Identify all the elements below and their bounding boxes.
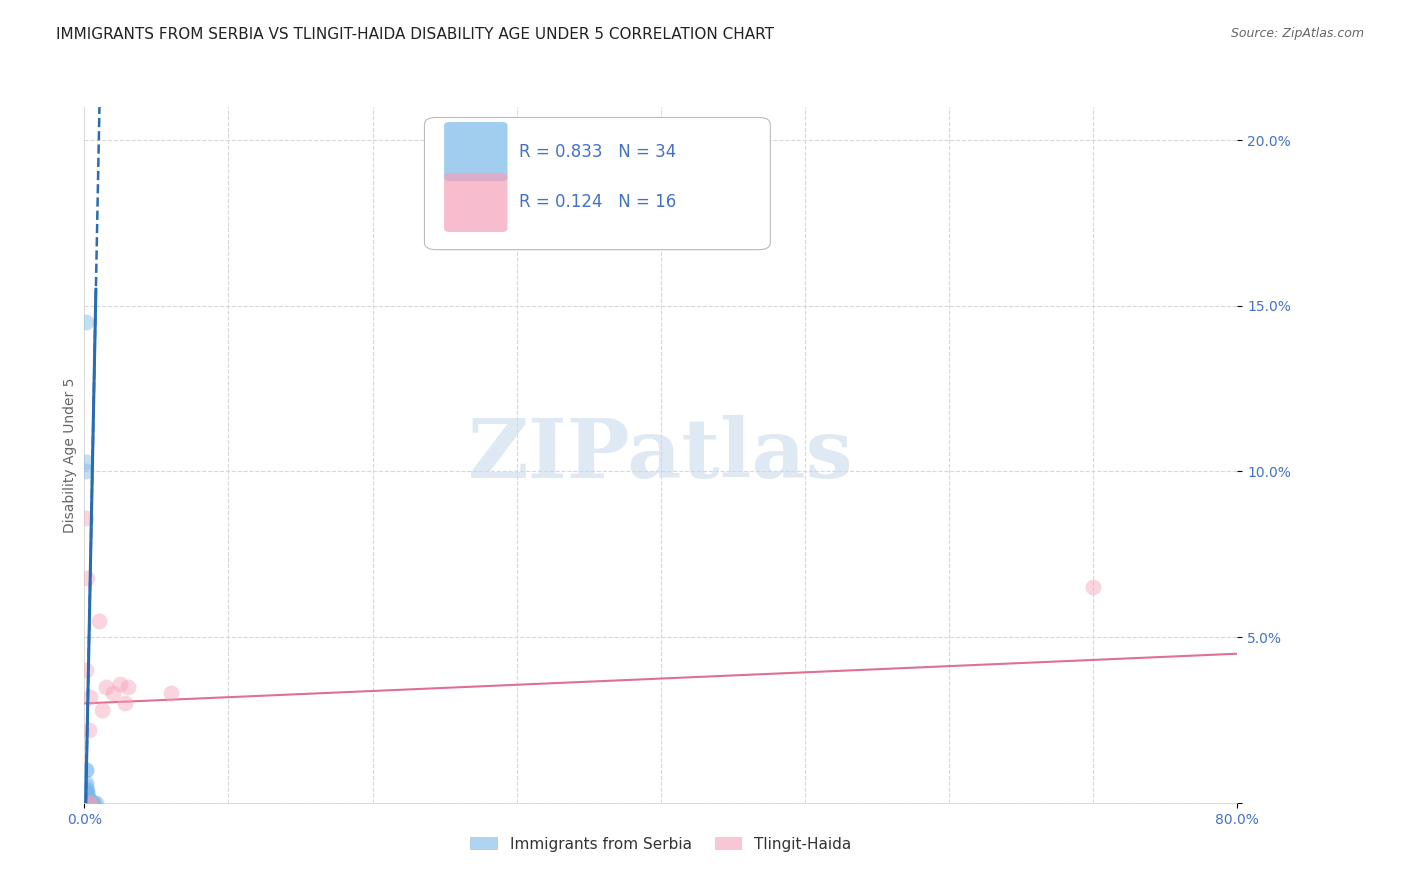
Point: [76, 786, 98, 800]
Point: [75, 796, 97, 810]
Point: [75, 796, 97, 810]
Point: [87, 614, 110, 628]
Legend: Immigrants from Serbia, Tlingit-Haida: Immigrants from Serbia, Tlingit-Haida: [464, 830, 858, 858]
Point: [80, 796, 103, 810]
Point: [75, 796, 97, 810]
Point: [75, 796, 97, 810]
Point: [75, 796, 97, 810]
Text: IMMIGRANTS FROM SERBIA VS TLINGIT-HAIDA DISABILITY AGE UNDER 5 CORRELATION CHART: IMMIGRANTS FROM SERBIA VS TLINGIT-HAIDA …: [56, 27, 775, 42]
Point: [75, 465, 97, 479]
Point: [75, 796, 97, 810]
Point: [75, 511, 97, 525]
Point: [77, 796, 100, 810]
Point: [76, 782, 98, 797]
Point: [160, 686, 183, 700]
Point: [1083, 581, 1105, 595]
Point: [77, 792, 100, 806]
Point: [79, 796, 101, 810]
Point: [75, 315, 97, 329]
Point: [77, 723, 100, 737]
Point: [75, 454, 97, 468]
Point: [75, 796, 97, 810]
Text: R = 0.124   N = 16: R = 0.124 N = 16: [519, 194, 676, 211]
Text: ZIPatlas: ZIPatlas: [468, 415, 853, 495]
Point: [75, 782, 97, 797]
Point: [75, 796, 97, 810]
Text: R = 0.833   N = 34: R = 0.833 N = 34: [519, 143, 676, 161]
Point: [79, 690, 101, 704]
FancyBboxPatch shape: [425, 118, 770, 250]
Point: [117, 680, 139, 694]
Point: [75, 786, 97, 800]
Point: [76, 570, 98, 584]
Point: [79, 796, 101, 810]
Point: [75, 779, 97, 793]
FancyBboxPatch shape: [444, 122, 508, 181]
Point: [75, 663, 97, 677]
FancyBboxPatch shape: [444, 173, 508, 232]
Point: [75, 763, 97, 777]
Point: [94, 680, 117, 694]
Point: [75, 796, 97, 810]
Point: [103, 686, 124, 700]
Point: [75, 796, 97, 810]
Point: [79, 796, 101, 810]
Y-axis label: Disability Age Under 5: Disability Age Under 5: [63, 377, 77, 533]
Point: [75, 796, 97, 810]
Point: [77, 792, 100, 806]
Point: [82, 796, 104, 810]
Point: [90, 703, 112, 717]
Point: [76, 786, 98, 800]
Point: [114, 697, 136, 711]
Point: [83, 796, 105, 810]
Point: [110, 676, 132, 690]
Point: [77, 796, 100, 810]
Point: [84, 796, 107, 810]
Text: Source: ZipAtlas.com: Source: ZipAtlas.com: [1230, 27, 1364, 40]
Point: [75, 776, 97, 790]
Point: [75, 796, 97, 810]
Point: [75, 763, 97, 777]
Point: [75, 796, 97, 810]
